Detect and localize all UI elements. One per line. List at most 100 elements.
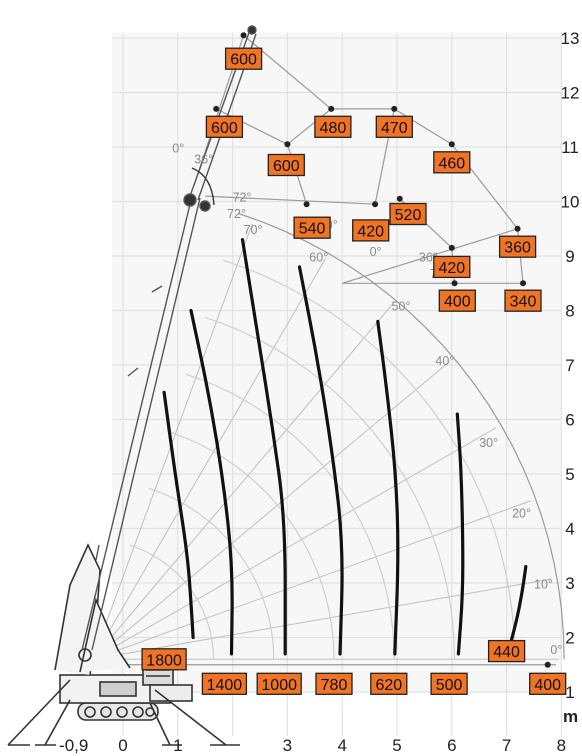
angle-label: 0° [326,218,338,232]
load-point [520,280,527,287]
load-label-box [438,289,476,312]
y-tick-label: 2 [565,629,574,648]
load-label: 440 [493,644,520,661]
jib-connector [205,195,376,205]
jib-connector [287,108,332,145]
load-point [448,141,455,148]
load-label: 1000 [261,677,297,694]
load-label: 420 [438,260,465,277]
x-tick-label: 6 [447,736,456,755]
angle-label: 30° [479,436,498,450]
load-label-box [256,672,302,695]
load-label-box [224,47,263,70]
load-curve-500 [455,412,465,656]
load-label: 360 [504,240,531,257]
load-label-box [375,115,413,138]
y-tick-label: 1 [565,683,574,702]
x-tick-label: 5 [392,736,401,755]
load-curve-780 [297,265,344,656]
load-label-box [267,153,305,177]
y-tick-label: 12 [561,84,580,103]
angle-line [92,427,497,660]
load-labels: 1800 1400 1000 780 620 500 440 600 600 480 470 600 4… [141,47,567,695]
angle-label: 0° [370,245,382,259]
load-label: 400 [444,294,471,311]
x-tick-label: 4 [337,736,346,755]
angle-label: 60° [309,250,328,264]
load-label-box [498,235,537,258]
load-point [213,105,220,112]
load-label: 500 [436,677,463,694]
load-label-box [504,289,542,312]
load-label: 470 [381,120,408,137]
x-tick-label: 7 [502,736,511,755]
load-label: 400 [534,677,561,694]
y-tick-label: 5 [565,465,574,484]
load-label-box [205,115,244,138]
load-label-box [389,202,427,226]
load-label: 600 [211,120,238,137]
x-tick-label: 1 [173,736,182,755]
angle-line [92,500,531,660]
grid [112,32,563,736]
load-curve-1400 [189,308,234,656]
load-label: 600 [273,158,300,175]
radius-arc [167,430,335,660]
angle-label: 72° [233,191,252,205]
load-label-box [201,672,248,695]
load-point [448,244,455,251]
load-label: 520 [395,207,422,224]
angle-label: 36° [419,250,438,264]
load-label: 480 [320,120,347,137]
load-label-box [529,672,567,695]
load-label: 620 [375,677,402,694]
load-label: 600 [230,52,257,69]
radial-lines [92,223,559,660]
load-label: 340 [510,294,537,311]
load-curve-1800 [162,390,195,640]
y-tick-label: 6 [565,411,574,430]
x-tick-label: -0,9 [59,736,88,755]
y-tick-label: 3 [565,574,574,593]
x-axis-unit: m [563,707,578,726]
load-curve-440 [506,565,528,656]
jib-connector [342,228,518,284]
load-label-box [293,216,331,239]
load-label: 1800 [146,652,182,669]
angle-line [92,223,253,660]
load-curves [162,238,528,656]
load-point [372,201,379,208]
load-label-box [141,648,187,671]
load-label: 1400 [207,677,243,694]
angle-line [92,578,552,660]
load-point [514,225,521,232]
y-tick-label: 8 [565,302,574,321]
angle-label: 70° [244,223,263,237]
angle-label: 20° [512,507,531,521]
grid-area [112,32,562,693]
y-tick-label: 4 [565,520,574,539]
angle-label: 0° [172,141,184,155]
load-point [544,661,551,668]
y-tick-label: 11 [561,138,579,157]
load-label-box [430,672,468,695]
angle-label: 0° [550,643,562,657]
load-label: 780 [321,677,348,694]
load-label: 540 [299,221,326,238]
load-label-box [487,639,526,663]
load-label-box [433,255,471,279]
load-point [396,195,403,202]
radius-arc [204,316,456,660]
x-tick-label: 8 [557,736,566,755]
load-label: 420 [357,223,384,240]
load-point [240,32,247,39]
load-point [451,280,458,287]
load-curve-1000 [240,238,287,656]
load-label: 460 [438,155,465,172]
angle-label: 50° [392,300,411,314]
angle-line [92,257,327,660]
load-label-box [314,115,352,138]
load-label-box [370,672,408,695]
